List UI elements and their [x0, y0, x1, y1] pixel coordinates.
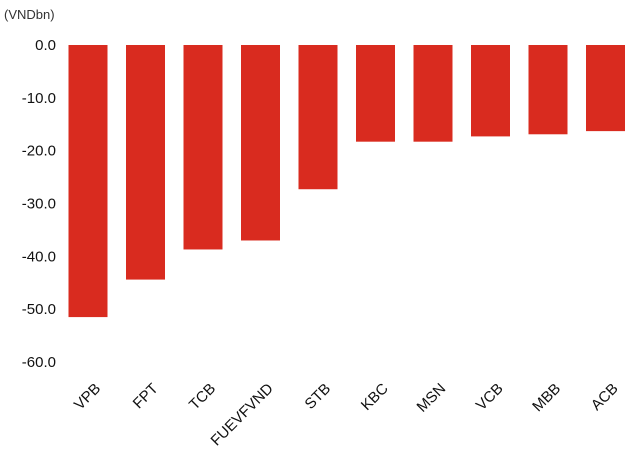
x-tick-label: VCB [473, 380, 507, 414]
y-tick-label: -40.0 [22, 248, 56, 265]
unit-label: (VNDbn) [4, 7, 55, 22]
y-tick-label: -20.0 [22, 143, 56, 160]
y-axis: 0.0 -10.0 -20.0 -30.0 -40.0 -50.0 -60.0 [22, 37, 56, 371]
x-tick-label: STB [302, 380, 335, 413]
bar-acb [586, 45, 625, 132]
x-tick-label: VPB [71, 380, 104, 413]
x-tick-label: ACB [588, 380, 622, 414]
x-tick-label: MBB [529, 380, 564, 415]
bar-vcb [471, 45, 510, 137]
bar-msn [413, 45, 453, 142]
bar-vpb [68, 45, 108, 318]
x-tick-label: FPT [130, 380, 162, 412]
y-tick-label: -30.0 [22, 196, 56, 213]
bars [68, 45, 625, 318]
y-tick-label: -60.0 [22, 354, 56, 371]
x-tick-label: KBC [358, 380, 392, 414]
y-tick-label: -10.0 [22, 90, 56, 107]
y-tick-label: 0.0 [35, 37, 56, 54]
bar-fuevfvnd [241, 45, 280, 241]
bar-fpt [126, 45, 165, 280]
bar-mbb [528, 45, 568, 135]
y-tick-label: -50.0 [22, 301, 56, 318]
bar-kbc [356, 45, 395, 142]
x-tick-label: TCB [186, 380, 219, 413]
x-tick-label: FUEVFVND [208, 380, 277, 449]
bar-stb [298, 45, 338, 190]
x-tick-label: MSN [414, 380, 450, 416]
bar-tcb [183, 45, 223, 250]
